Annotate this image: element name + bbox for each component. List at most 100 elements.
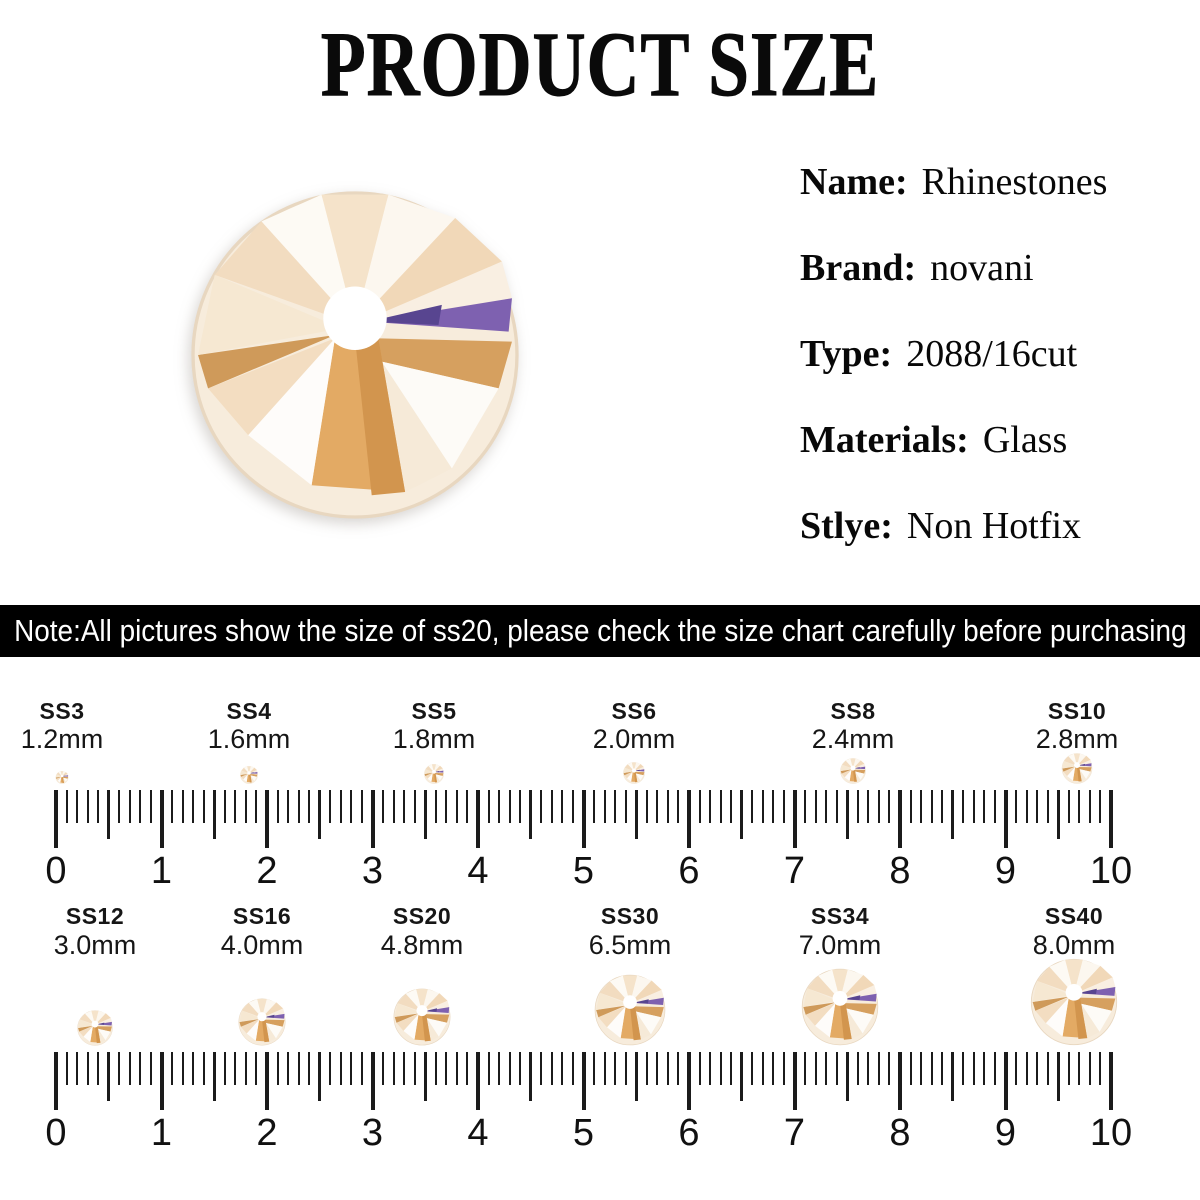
rhinestone-gem-icon [55, 771, 69, 784]
ruler-tick [223, 1052, 226, 1085]
ruler-tick [86, 790, 89, 823]
ruler-tick [107, 790, 111, 839]
ruler-tick [202, 1052, 205, 1085]
ruler-tick [434, 790, 437, 823]
ruler-number: 7 [783, 1112, 806, 1154]
ruler-tick [276, 1052, 279, 1085]
spec-label: Type: [800, 333, 893, 375]
size-mm-label: 6.5mm [588, 930, 672, 960]
ruler-tick [149, 1052, 152, 1085]
note-banner: Note:All pictures show the size of ss20,… [0, 605, 1200, 657]
ruler-tick [877, 1052, 880, 1085]
ruler-tick [920, 790, 923, 823]
spec-value: Rhinestones [921, 161, 1108, 203]
ruler-tick [561, 1052, 564, 1085]
ruler-number: 7 [783, 850, 806, 892]
ruler-tick [709, 790, 712, 823]
product-specs: Name: Rhinestones Brand: novani Type: 2088/16… [800, 139, 1190, 569]
ruler-tick [360, 790, 363, 823]
ruler-tick [519, 1052, 522, 1085]
ruler-tick [487, 790, 490, 823]
ruler-tick [624, 790, 627, 823]
rhinestone-gem-icon [240, 766, 258, 784]
ruler-tick [297, 790, 300, 823]
ruler-tick [856, 1052, 859, 1085]
ruler-tick [761, 1052, 764, 1085]
ruler-number: 4 [467, 850, 489, 892]
ruler-number: 9 [994, 850, 1017, 892]
ruler-tick [1099, 1052, 1102, 1085]
ruler-tick [86, 1052, 89, 1085]
ruler-tick [498, 790, 501, 823]
ruler-tick [128, 1052, 131, 1085]
ruler-tick [909, 790, 912, 823]
ruler-tick [192, 790, 195, 823]
ruler-tick [751, 1052, 754, 1085]
ruler-tick [508, 1052, 511, 1085]
ruler-tick [1046, 790, 1049, 823]
ruler-tick [529, 790, 533, 839]
ruler-tick [845, 1052, 849, 1101]
size-code-label: SS6 [611, 698, 657, 724]
ruler-tick [698, 1052, 701, 1085]
ruler-tick [603, 790, 606, 823]
page-title-text: PRODUCT SIZE [320, 13, 880, 115]
ruler-tick [318, 1052, 322, 1101]
ruler-tick [782, 1052, 785, 1085]
ruler-tick [1003, 790, 1008, 848]
ruler-tick [962, 790, 965, 823]
ruler-tick [930, 1052, 933, 1085]
ruler-tick [920, 1052, 923, 1085]
ruler-tick [107, 1052, 111, 1101]
spec-label: Brand: [800, 247, 917, 289]
size-code-label: SS3 [39, 698, 85, 724]
size-mm-label: 3.0mm [53, 930, 137, 960]
ruler-number: 8 [889, 850, 911, 892]
ruler-number: 6 [678, 1112, 700, 1154]
size-code-label: SS20 [392, 903, 452, 929]
ruler-tick [581, 790, 586, 848]
ruler-tick [825, 790, 828, 823]
ruler-tick [403, 1052, 406, 1085]
ruler-tick [1088, 1052, 1091, 1085]
size-mm-label: 2.8mm [1035, 724, 1119, 754]
size-code-label: SS30 [600, 903, 660, 929]
ruler-tick [804, 790, 807, 823]
ruler-tick [645, 790, 648, 823]
ruler-tick [614, 790, 617, 823]
ruler-tick [677, 1052, 680, 1085]
rhinestone-gem-icon [623, 762, 645, 784]
ruler-tick [297, 1052, 300, 1085]
ruler-tick [382, 790, 385, 823]
ruler-tick [634, 1052, 638, 1101]
ruler-tick [561, 790, 564, 823]
ruler-tick [719, 790, 722, 823]
rhinestone-gem-icon [1061, 753, 1093, 784]
size-code-label: SS5 [411, 698, 457, 724]
ruler-tick [909, 1052, 912, 1085]
ruler-tick [792, 790, 797, 848]
ruler-tick [329, 790, 332, 823]
ruler-tick [709, 1052, 712, 1085]
ruler-tick [392, 1052, 395, 1085]
ruler-tick [370, 790, 375, 848]
note-text: Note:All pictures show the size of ss20,… [13, 613, 1187, 648]
ruler-tick [1036, 790, 1039, 823]
ruler-tick [1099, 790, 1102, 823]
ruler-tick [466, 790, 469, 823]
rhinestone-gem-icon [393, 988, 451, 1046]
ruler-number: 5 [572, 1112, 595, 1154]
ruler-number: 4 [467, 1112, 489, 1154]
ruler-tick [171, 790, 174, 823]
ruler-tick [1067, 790, 1070, 823]
ruler-tick [740, 790, 744, 839]
ruler-tick [656, 1052, 659, 1085]
ruler-tick [1109, 790, 1113, 848]
spec-value: novani [930, 247, 1034, 289]
ruler-tick [730, 790, 733, 823]
ruler-tick [772, 790, 775, 823]
ruler-tick [540, 1052, 543, 1085]
ruler-tick [1015, 790, 1018, 823]
ruler-tick [54, 1052, 58, 1110]
ruler-tick [656, 790, 659, 823]
